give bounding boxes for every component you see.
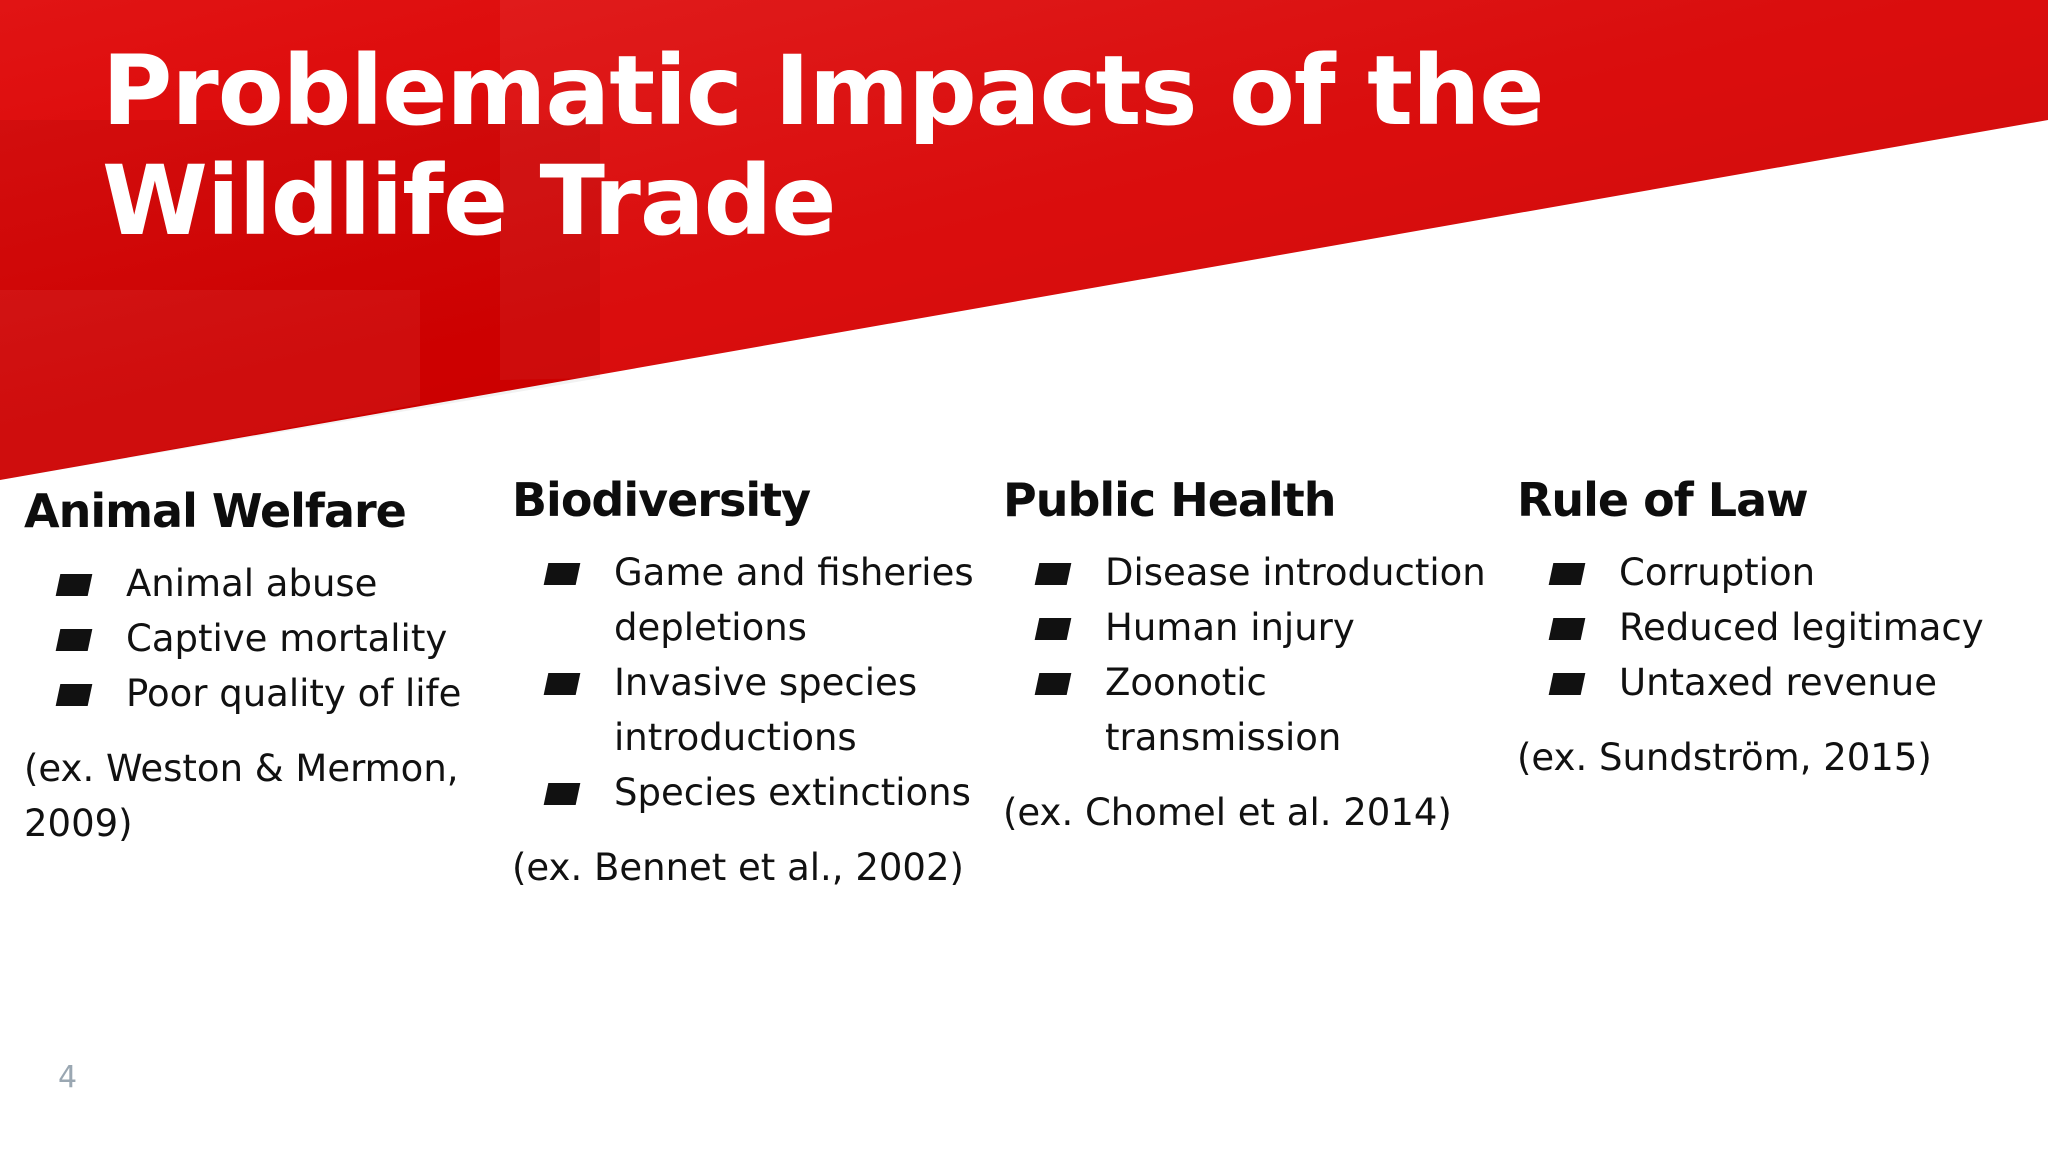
list-item-text: Species extinctions [614, 771, 971, 814]
list-item: Species extinctions [512, 765, 1002, 820]
list-item-text: Invasive species introductions [614, 661, 918, 759]
bullet-list: Disease introduction Human injury Zoonot… [1003, 545, 1493, 765]
list-item: Game and fisheries depletions [512, 545, 974, 655]
column-heading: Rule of Law [1517, 473, 1809, 527]
bullet-icon [543, 673, 581, 695]
list-item-text: Disease introduction [1105, 551, 1486, 594]
bullet-icon [1034, 563, 1072, 585]
list-item: Invasive species introductions [512, 655, 974, 765]
column-heading: Biodiversity [512, 473, 811, 527]
bullet-icon [55, 629, 93, 651]
bullet-icon [1548, 673, 1586, 695]
list-item: Zoonotic transmission [1003, 655, 1435, 765]
citation: (ex. Sundström, 2015) [1517, 736, 1932, 779]
bullet-icon [55, 684, 93, 706]
bullet-icon [1034, 673, 1072, 695]
citation: (ex. Bennet et al., 2002) [512, 846, 964, 889]
bullet-icon [1034, 618, 1072, 640]
list-item-text: Human injury [1105, 606, 1355, 649]
list-item: Untaxed revenue [1517, 655, 2007, 710]
citation: (ex. Weston & Mermon, 2009) [24, 747, 459, 845]
column-heading: Public Health [1003, 473, 1336, 527]
list-item-text: Zoonotic transmission [1105, 661, 1342, 759]
list-item-text: Corruption [1619, 551, 1816, 594]
column-biodiversity: Biodiversity Game and fisheries depletio… [512, 467, 1002, 895]
bullet-icon [543, 563, 581, 585]
list-item-text: Untaxed revenue [1619, 661, 1937, 704]
list-item: Reduced legitimacy [1517, 600, 2007, 655]
column-animal-welfare: Animal Welfare Animal abuse Captive mort… [24, 478, 514, 851]
bullet-icon [1548, 618, 1586, 640]
bullet-list: Animal abuse Captive mortality Poor qual… [24, 556, 514, 721]
list-item: Poor quality of life [24, 666, 514, 721]
column-rule-of-law: Rule of Law Corruption Reduced legitimac… [1517, 467, 2007, 785]
slide-title: Problematic Impacts of the Wildlife Trad… [102, 35, 1544, 257]
list-item-text: Poor quality of life [126, 672, 462, 715]
list-item: Disease introduction [1003, 545, 1493, 600]
column-public-health: Public Health Disease introduction Human… [1003, 467, 1493, 840]
list-item: Animal abuse [24, 556, 514, 611]
list-item: Corruption [1517, 545, 2007, 600]
bullet-list: Game and fisheries depletions Invasive s… [512, 545, 1002, 820]
list-item-text: Reduced legitimacy [1619, 606, 1984, 649]
list-item-text: Animal abuse [126, 562, 378, 605]
bullet-list: Corruption Reduced legitimacy Untaxed re… [1517, 545, 2007, 710]
bullet-icon [55, 574, 93, 596]
page-number: 4 [58, 1060, 78, 1095]
list-item-text: Game and fisheries depletions [614, 551, 974, 649]
citation: (ex. Chomel et al. 2014) [1003, 791, 1452, 834]
list-item-text: Captive mortality [126, 617, 448, 660]
column-heading: Animal Welfare [24, 484, 407, 538]
bullet-icon [543, 783, 581, 805]
bullet-icon [1548, 563, 1586, 585]
list-item: Human injury [1003, 600, 1493, 655]
list-item: Captive mortality [24, 611, 514, 666]
